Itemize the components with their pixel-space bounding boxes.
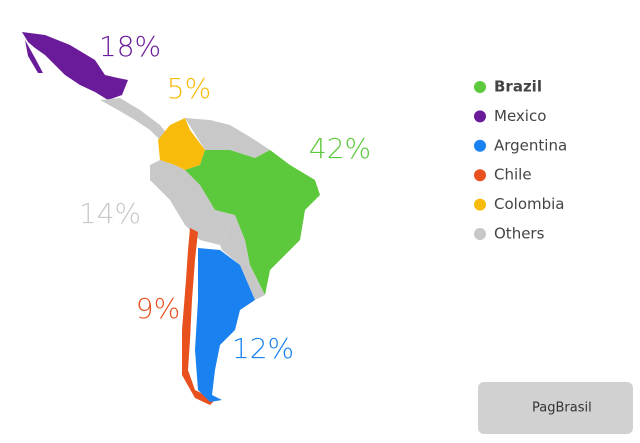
region (22, 32, 128, 100)
value-label: 9% (136, 292, 180, 325)
legend-label: Colombia (494, 195, 565, 213)
legend-label: Chile (494, 166, 532, 184)
legend-label: Mexico (494, 107, 546, 125)
value-label: 12% (232, 332, 294, 365)
region (158, 118, 205, 170)
region (195, 248, 255, 402)
watermark-box (478, 382, 633, 434)
region (185, 150, 320, 295)
legend-marker (474, 169, 486, 182)
region-baja (25, 40, 43, 73)
value-label: 14% (79, 197, 141, 230)
region-central-america (100, 98, 168, 140)
legend-marker (474, 81, 486, 93)
legend-label: Argentina (494, 136, 567, 154)
legend-marker (474, 139, 486, 152)
value-label: 5% (167, 72, 211, 105)
value-label: 42% (309, 132, 371, 165)
value-label: 18% (99, 30, 161, 63)
watermark: PagBrasil (478, 382, 633, 434)
watermark-text: PagBrasil (532, 401, 592, 416)
region-south-central (215, 210, 265, 300)
legend-label: Others (494, 225, 545, 243)
legend-marker (474, 198, 486, 211)
region (182, 228, 215, 405)
legend-label: Brazil (494, 78, 542, 96)
legend-marker (474, 110, 486, 123)
map (22, 32, 320, 405)
legend-marker (474, 228, 486, 240)
region-north (185, 118, 270, 158)
region-andes (150, 160, 230, 245)
